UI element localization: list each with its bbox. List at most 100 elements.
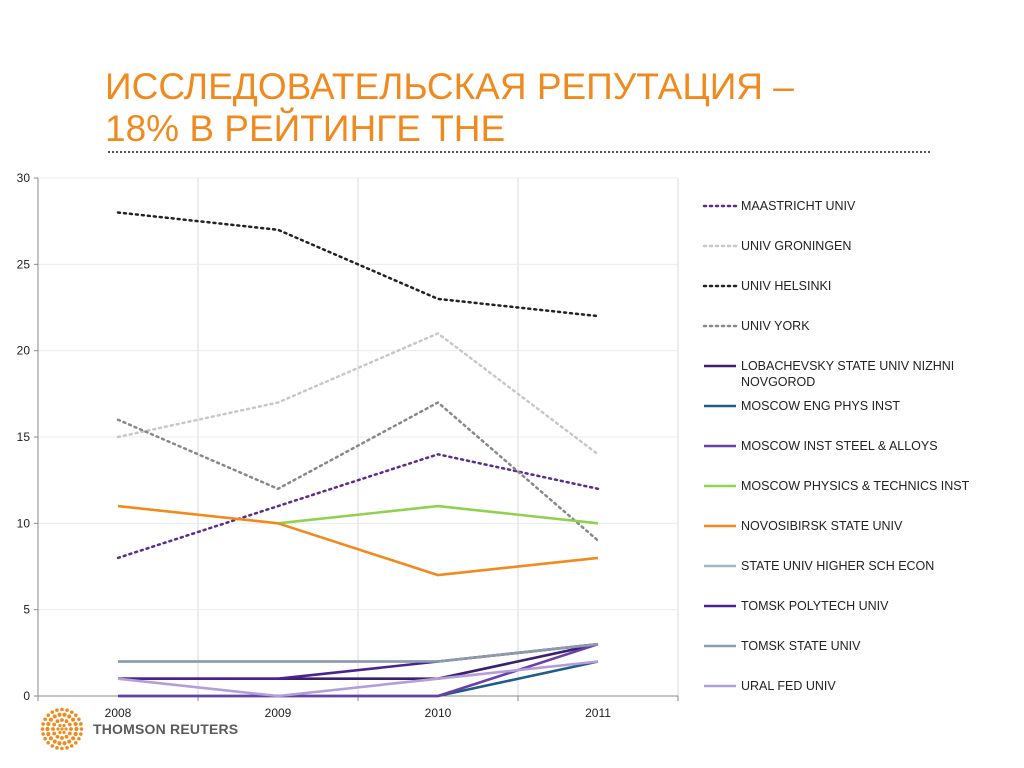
logo-dot <box>62 741 67 746</box>
logo-dot <box>67 731 72 736</box>
logo-dot <box>69 710 74 714</box>
logo-dot <box>73 721 78 727</box>
logo-dot <box>43 736 47 741</box>
x-tick-label: 2010 <box>425 706 452 720</box>
logo-dot <box>73 713 78 718</box>
logo-dot <box>73 731 78 737</box>
logo-dot <box>71 717 76 722</box>
logo-dot <box>46 721 51 727</box>
logo-dot <box>55 734 60 739</box>
logo-dot <box>60 736 64 740</box>
logo-dot <box>43 717 47 722</box>
logo-dot <box>50 710 55 714</box>
logo-dot <box>52 714 57 719</box>
series-line <box>116 453 600 560</box>
logo-dot <box>58 723 62 728</box>
logo-dot <box>60 727 64 731</box>
logo-dot <box>64 719 69 724</box>
legend-label: NOVOSIBIRSK STATE UNIV <box>741 519 903 533</box>
legend-label: URAL FED UNIV <box>741 679 836 693</box>
logo-dot <box>55 746 59 750</box>
logo-dot <box>57 741 62 746</box>
legend-label: UNIV HELSINKI <box>741 279 831 293</box>
legend-label: MAASTRICHT UNIV <box>741 199 856 213</box>
logo-dot <box>64 734 69 739</box>
logo-dot <box>45 726 50 732</box>
legend-label: STATE UNIV HIGHER SCH ECON <box>741 559 934 573</box>
y-tick-label: 0 <box>23 689 30 703</box>
y-tick-label: 5 <box>23 603 30 617</box>
logo-dot <box>52 731 57 736</box>
logo-dot <box>57 712 62 717</box>
x-tick-label: 2009 <box>265 706 292 720</box>
legend-label: TOMSK STATE UNIV <box>741 639 861 653</box>
legend-label: UNIV GRONINGEN <box>741 239 851 253</box>
grid-layer <box>38 177 679 696</box>
legend-label: MOSCOW ENG PHYS INST <box>741 399 900 413</box>
legend-label: MOSCOW INST STEEL & ALLOYS <box>741 439 938 453</box>
axis-layer: 0 5 10 15 20 25 30 2008 2009 2010 2011 <box>17 171 679 720</box>
logo-dot <box>55 708 59 712</box>
logo-dot <box>40 727 45 731</box>
series-line <box>116 211 600 318</box>
slide-title: ИССЛЕДОВАТЕЛЬСКАЯ РЕПУТАЦИЯ – 18% В РЕЙТ… <box>105 66 965 150</box>
logo-dot <box>77 736 81 741</box>
logo-dot <box>67 714 72 719</box>
slide-title-line-2: 18% В РЕЙТИНГЕ THE <box>105 108 506 149</box>
logo-dot <box>73 740 78 745</box>
logo-text: THOMSON REUTERS <box>93 721 239 737</box>
logo-dot <box>58 730 62 735</box>
logo-dot <box>60 718 64 722</box>
logo-dot <box>65 708 69 712</box>
logo-dot <box>65 746 69 750</box>
series-line <box>117 504 599 577</box>
logo-dot <box>67 722 72 727</box>
logo-dot <box>71 736 76 741</box>
title-divider <box>108 151 930 153</box>
logo-dot <box>79 727 84 731</box>
legend-label: MOSCOW PHYSICS & TECHNICS INST <box>741 479 970 493</box>
series-line <box>116 401 600 542</box>
series-line <box>117 660 599 698</box>
logo-dot <box>41 732 45 736</box>
x-tick-label: 2011 <box>585 706 611 720</box>
x-tick-label: 2008 <box>105 706 132 720</box>
y-tick-label: 30 <box>17 171 31 185</box>
logo-dot <box>55 719 60 724</box>
logo-dot <box>46 713 51 718</box>
logo-dot <box>52 739 57 744</box>
logo-dot <box>48 736 53 741</box>
logo-dot <box>64 727 68 731</box>
logo-dot <box>74 726 79 732</box>
y-tick-label: 20 <box>17 344 31 358</box>
legend-label: TOMSK POLYTECH UNIV <box>741 599 889 613</box>
y-tick-label: 15 <box>17 430 31 444</box>
logo-dot <box>62 723 66 728</box>
logo-dot <box>41 722 45 726</box>
thomson-reuters-dot-circle-icon <box>40 707 84 751</box>
logo-dot <box>50 744 55 748</box>
logo-dot <box>60 746 64 751</box>
logo-dot <box>67 739 72 744</box>
logo-dot <box>52 722 57 727</box>
y-tick-label: 10 <box>17 516 31 530</box>
thomson-reuters-logo: THOMSON REUTERS <box>40 707 240 751</box>
legend-label: LOBACHEVSKY STATE UNIV NIZHNI NOVGOROD <box>741 359 954 389</box>
logo-dot <box>62 712 67 717</box>
logo-dot <box>79 732 83 736</box>
y-tick-label: 25 <box>17 257 31 271</box>
slide-title-line-1: ИССЛЕДОВАТЕЛЬСКАЯ РЕПУТАЦИЯ – <box>105 66 794 107</box>
logo-dot <box>69 744 74 748</box>
series-line <box>118 642 599 663</box>
legend-label: UNIV YORK <box>741 319 810 333</box>
series-layer <box>116 211 600 698</box>
legend: MAASTRICHT UNIV UNIV GRONINGEN UNIV HELSIN… <box>702 199 970 693</box>
logo-dot <box>77 717 81 722</box>
logo-dot <box>69 727 73 731</box>
logo-dot <box>48 717 53 722</box>
logo-dot <box>56 727 60 731</box>
series-line <box>277 504 599 525</box>
logo-dot <box>51 727 55 731</box>
logo-dot <box>46 740 51 745</box>
